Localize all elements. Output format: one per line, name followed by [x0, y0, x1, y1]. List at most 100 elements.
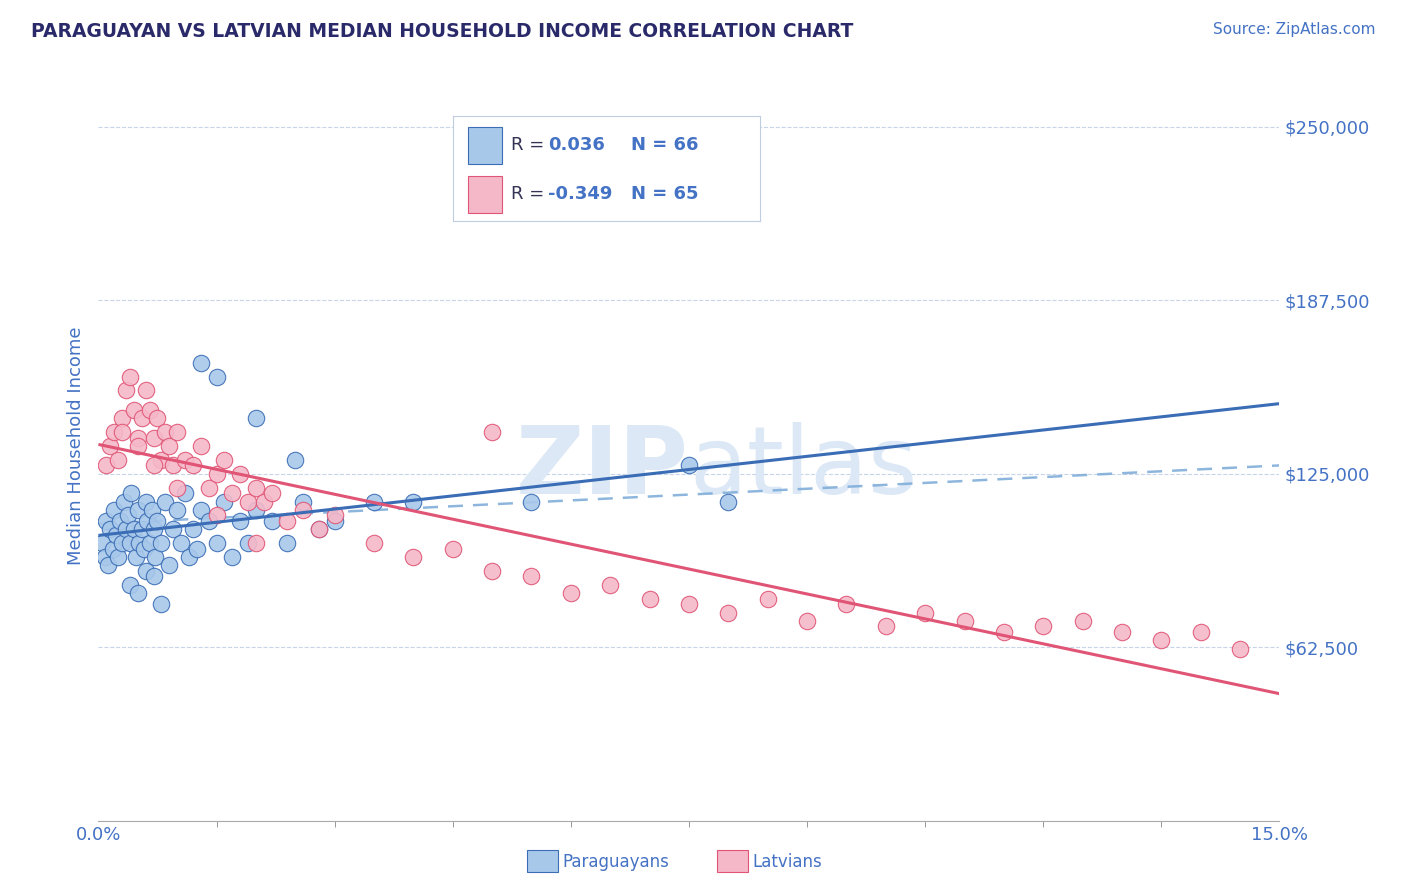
Point: [993, 624, 1015, 639]
Point: [190, 356, 212, 370]
Point: [162, 522, 184, 536]
Point: [112, 494, 135, 508]
Point: [93, 549, 115, 564]
Point: [138, 536, 160, 550]
Point: [441, 541, 464, 556]
Point: [197, 514, 219, 528]
Point: [308, 522, 330, 536]
Point: [717, 606, 740, 620]
Point: [1150, 633, 1173, 648]
Point: [157, 558, 180, 573]
Point: [132, 541, 155, 556]
Point: [103, 503, 125, 517]
Text: Paraguayans: Paraguayans: [562, 853, 669, 871]
Point: [323, 508, 346, 523]
Point: [138, 403, 160, 417]
Point: [166, 481, 188, 495]
Point: [101, 541, 124, 556]
Point: [363, 494, 385, 508]
Point: [214, 453, 236, 467]
Point: [875, 619, 897, 633]
Point: [166, 425, 188, 439]
Point: [1189, 624, 1212, 639]
Point: [638, 591, 661, 606]
Point: [205, 508, 228, 523]
Point: [142, 458, 165, 473]
Point: [96, 514, 118, 528]
Point: [118, 578, 141, 592]
Point: [229, 514, 252, 528]
Point: [127, 431, 149, 445]
Point: [221, 549, 243, 564]
Point: [181, 458, 204, 473]
Point: [205, 467, 228, 481]
Point: [214, 494, 236, 508]
Point: [122, 403, 145, 417]
Point: [98, 522, 121, 536]
Point: [98, 439, 121, 453]
Point: [157, 439, 180, 453]
Point: [260, 486, 283, 500]
Point: [260, 514, 283, 528]
Point: [131, 411, 153, 425]
Point: [323, 514, 346, 528]
Point: [97, 558, 120, 573]
Point: [796, 614, 818, 628]
Point: [125, 549, 148, 564]
Point: [1071, 614, 1094, 628]
Point: [229, 467, 252, 481]
Point: [162, 458, 184, 473]
Point: [245, 503, 267, 517]
Point: [150, 597, 173, 611]
Point: [481, 564, 503, 578]
Point: [953, 614, 976, 628]
Point: [236, 536, 259, 550]
Point: [402, 549, 425, 564]
Point: [520, 569, 543, 583]
Point: [111, 536, 134, 550]
Point: [221, 486, 243, 500]
Point: [115, 384, 138, 398]
Y-axis label: Median Household Income: Median Household Income: [66, 326, 84, 566]
Point: [104, 528, 127, 542]
Point: [245, 411, 267, 425]
Point: [107, 453, 129, 467]
Point: [118, 536, 141, 550]
Point: [1111, 624, 1133, 639]
Point: [118, 369, 141, 384]
Point: [197, 481, 219, 495]
Point: [127, 503, 149, 517]
Point: [245, 536, 267, 550]
Point: [142, 522, 165, 536]
Point: [146, 411, 169, 425]
Point: [835, 597, 858, 611]
Point: [146, 514, 169, 528]
Point: [96, 458, 118, 473]
Point: [131, 522, 153, 536]
Point: [135, 564, 157, 578]
Point: [128, 536, 150, 550]
Point: [107, 549, 129, 564]
Text: atlas: atlas: [689, 423, 917, 515]
Point: [121, 486, 143, 500]
Point: [717, 494, 740, 508]
Point: [205, 536, 228, 550]
Point: [276, 536, 298, 550]
Point: [253, 494, 276, 508]
Point: [190, 439, 212, 453]
Point: [236, 494, 259, 508]
Point: [115, 522, 138, 536]
Point: [142, 431, 165, 445]
Text: PARAGUAYAN VS LATVIAN MEDIAN HOUSEHOLD INCOME CORRELATION CHART: PARAGUAYAN VS LATVIAN MEDIAN HOUSEHOLD I…: [31, 22, 853, 41]
Point: [308, 522, 330, 536]
Point: [481, 425, 503, 439]
Point: [1229, 641, 1251, 656]
Point: [276, 514, 298, 528]
Point: [155, 425, 177, 439]
Point: [186, 541, 208, 556]
Point: [177, 549, 200, 564]
Point: [363, 536, 385, 550]
Point: [110, 514, 132, 528]
Point: [914, 606, 936, 620]
Point: [136, 514, 159, 528]
